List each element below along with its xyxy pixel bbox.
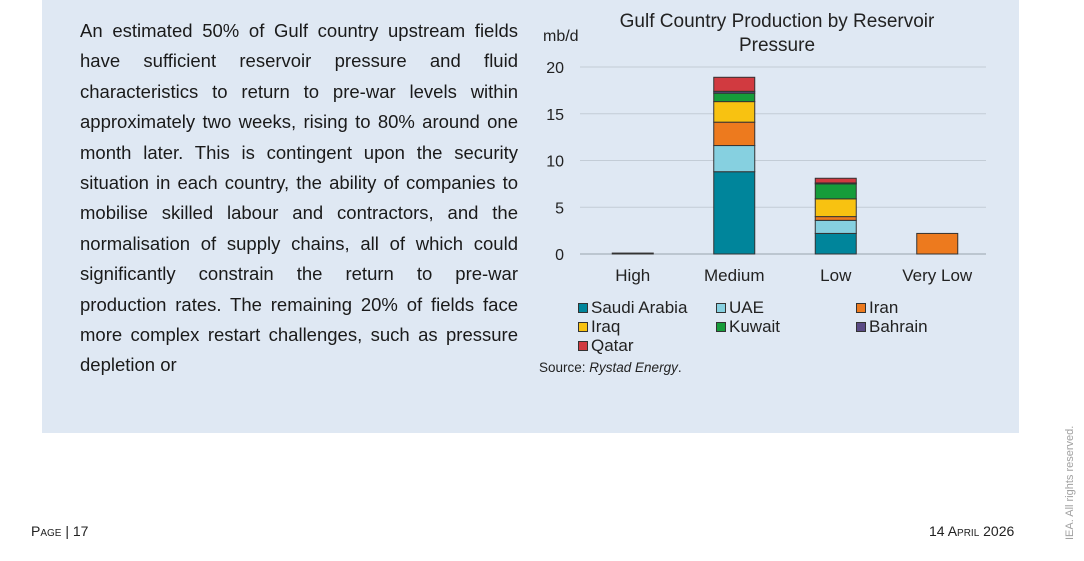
bar-segment-qatar-medium <box>713 76 756 92</box>
source-name: Rystad Energy <box>589 360 678 375</box>
bar-segment-iran-very-low <box>916 232 959 255</box>
legend-item-bahrain: Bahrain <box>856 317 928 337</box>
bar-segment-saudi-arabia-medium <box>713 171 756 255</box>
copyright-notice: IEA. All rights reserved. <box>1064 425 1076 540</box>
y-tick-label: 15 <box>546 107 564 124</box>
legend-item-iran: Iran <box>856 298 898 318</box>
legend-item-uae: UAE <box>716 298 764 318</box>
legend-swatch <box>578 341 588 351</box>
y-tick-label: 10 <box>546 154 564 171</box>
stacked-bar-chart: 0 5 10 15 20 High Medium Low Very Low <box>546 60 986 285</box>
bar-segment-saudi-arabia-high <box>611 252 654 255</box>
y-tick-label: 5 <box>555 200 564 217</box>
legend-item-iraq: Iraq <box>578 317 620 337</box>
bar-segment-iraq-low <box>814 198 857 218</box>
bar-segment-iraq-medium <box>713 101 756 123</box>
legend-label: Qatar <box>591 336 634 355</box>
bar-segment-saudi-arabia-low <box>814 232 857 255</box>
y-tick-label: 0 <box>555 247 564 264</box>
legend-swatch <box>856 303 866 313</box>
bar-segment-iran-medium <box>713 121 756 147</box>
legend-item-kuwait: Kuwait <box>716 317 780 337</box>
source-note: Source: Rystad Energy. <box>539 360 682 375</box>
legend-swatch <box>578 322 588 332</box>
x-category-label: High <box>615 266 650 285</box>
x-category-label: Very Low <box>902 266 973 285</box>
legend-swatch <box>716 303 726 313</box>
x-category-label: Medium <box>704 266 764 285</box>
y-axis-unit-label: mb/d <box>543 28 579 45</box>
x-category-label: Low <box>820 266 852 285</box>
legend-label: UAE <box>729 298 764 317</box>
page-number: Page | 17 <box>31 523 89 539</box>
legend-label: Bahrain <box>869 317 928 336</box>
legend-swatch <box>578 303 588 313</box>
bar-segment-uae-medium <box>713 145 756 173</box>
bar-segment-qatar-low <box>814 177 857 184</box>
source-end: . <box>677 360 682 375</box>
legend-swatch <box>856 322 866 332</box>
bar-segment-uae-low <box>814 219 857 234</box>
legend-item-saudi-arabia: Saudi Arabia <box>578 298 687 318</box>
bar-segment-kuwait-medium <box>713 92 756 103</box>
source-label: Source: <box>539 360 590 375</box>
legend-label: Saudi Arabia <box>591 298 688 317</box>
legend-item-qatar: Qatar <box>578 336 634 356</box>
y-tick-label: 20 <box>546 60 564 77</box>
body-paragraph: An estimated 50% of Gulf country upstrea… <box>80 20 518 376</box>
bar-segment-kuwait-low <box>814 183 857 200</box>
legend-label: Iran <box>869 298 899 317</box>
legend-swatch <box>716 322 726 332</box>
report-date: 14 April 2026 <box>929 523 1015 539</box>
legend-label: Iraq <box>591 317 621 336</box>
legend-label: Kuwait <box>729 317 781 336</box>
bar-segment-iran-low <box>814 216 857 221</box>
chart-title: Gulf Country Production by Reservoir Pre… <box>619 11 935 56</box>
